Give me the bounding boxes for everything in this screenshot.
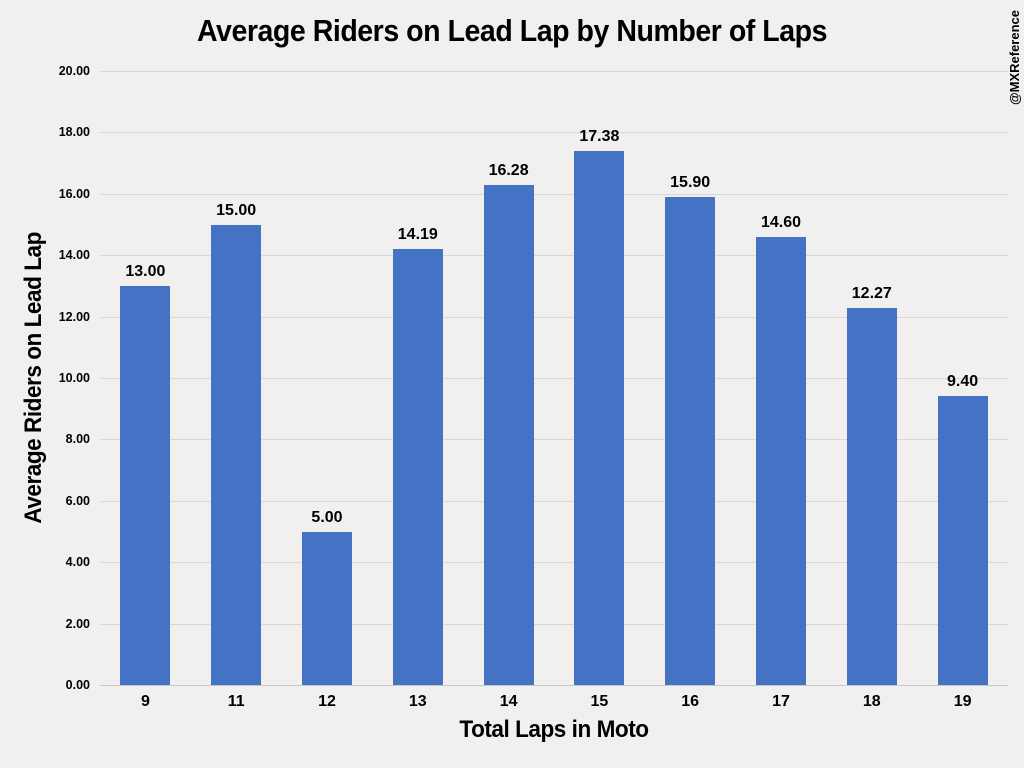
bar-value-label: 14.60 [760, 213, 802, 231]
bar [665, 196, 716, 685]
x-tick-label: 16 [681, 693, 700, 710]
x-tick-label: 14 [499, 693, 518, 710]
y-tick-label: 6.00 [65, 493, 90, 508]
x-tick-label: 15 [590, 693, 609, 710]
y-tick-label: 12.00 [58, 309, 90, 324]
y-tick-label: 0.00 [65, 678, 90, 692]
bar [211, 224, 262, 685]
bar-value-label: 17.38 [579, 128, 620, 146]
y-tick-label: 2.00 [65, 616, 90, 631]
bar-value-label: 15.90 [670, 173, 711, 191]
bar-value-label: 14.19 [397, 226, 438, 244]
bar-value-label: 12.27 [851, 285, 892, 303]
gridline [100, 193, 1008, 195]
gridline [100, 132, 1008, 134]
gridline [100, 255, 1008, 257]
x-tick-label: 17 [772, 693, 790, 710]
gridline [100, 562, 1008, 564]
x-tick-label: 13 [408, 693, 427, 710]
x-tick-label: 9 [140, 693, 150, 710]
bar [756, 236, 806, 685]
bar [392, 249, 443, 685]
bar [846, 308, 897, 685]
gridline [100, 623, 1008, 625]
bar-value-label: 13.00 [125, 262, 166, 280]
y-tick-label: 4.00 [65, 555, 90, 570]
y-tick-label: 20.00 [58, 64, 90, 78]
y-tick-label: 10.00 [58, 371, 90, 385]
gridline [100, 378, 1008, 379]
plot-area: 0.00 2.00 4.00 6.00 8.00 10.00 12.00 14.00 16.00… [59, 64, 1008, 710]
bar-value-label: 16.28 [488, 162, 529, 180]
gridline [100, 500, 1008, 502]
gridline [100, 439, 1008, 441]
x-tick-label: 12 [318, 693, 336, 710]
y-tick-label: 8.00 [65, 432, 90, 447]
bar [302, 531, 352, 685]
y-tick-label: 14.00 [58, 248, 90, 263]
x-tick-label: 11 [227, 693, 245, 710]
x-tick-label: 19 [953, 693, 972, 710]
chart-title: Average Riders on Lead Lap by Number of … [196, 13, 828, 48]
watermark: @MXReference [1007, 10, 1022, 106]
bar [483, 185, 534, 685]
x-axis-title: Total Laps in Moto [459, 716, 649, 743]
bar [120, 285, 171, 685]
bar [937, 396, 988, 685]
bar [574, 151, 625, 685]
bar-value-label: 5.00 [311, 508, 343, 526]
x-tick-label: 18 [862, 693, 881, 710]
y-tick-label: 18.00 [58, 125, 90, 140]
gridline [100, 71, 1008, 72]
bar-value-label: 9.40 [947, 373, 979, 391]
y-tick-label: 16.00 [58, 186, 90, 201]
gridline [100, 316, 1008, 318]
bar-value-label: 15.00 [216, 201, 257, 219]
x-axis-line [100, 685, 1008, 686]
